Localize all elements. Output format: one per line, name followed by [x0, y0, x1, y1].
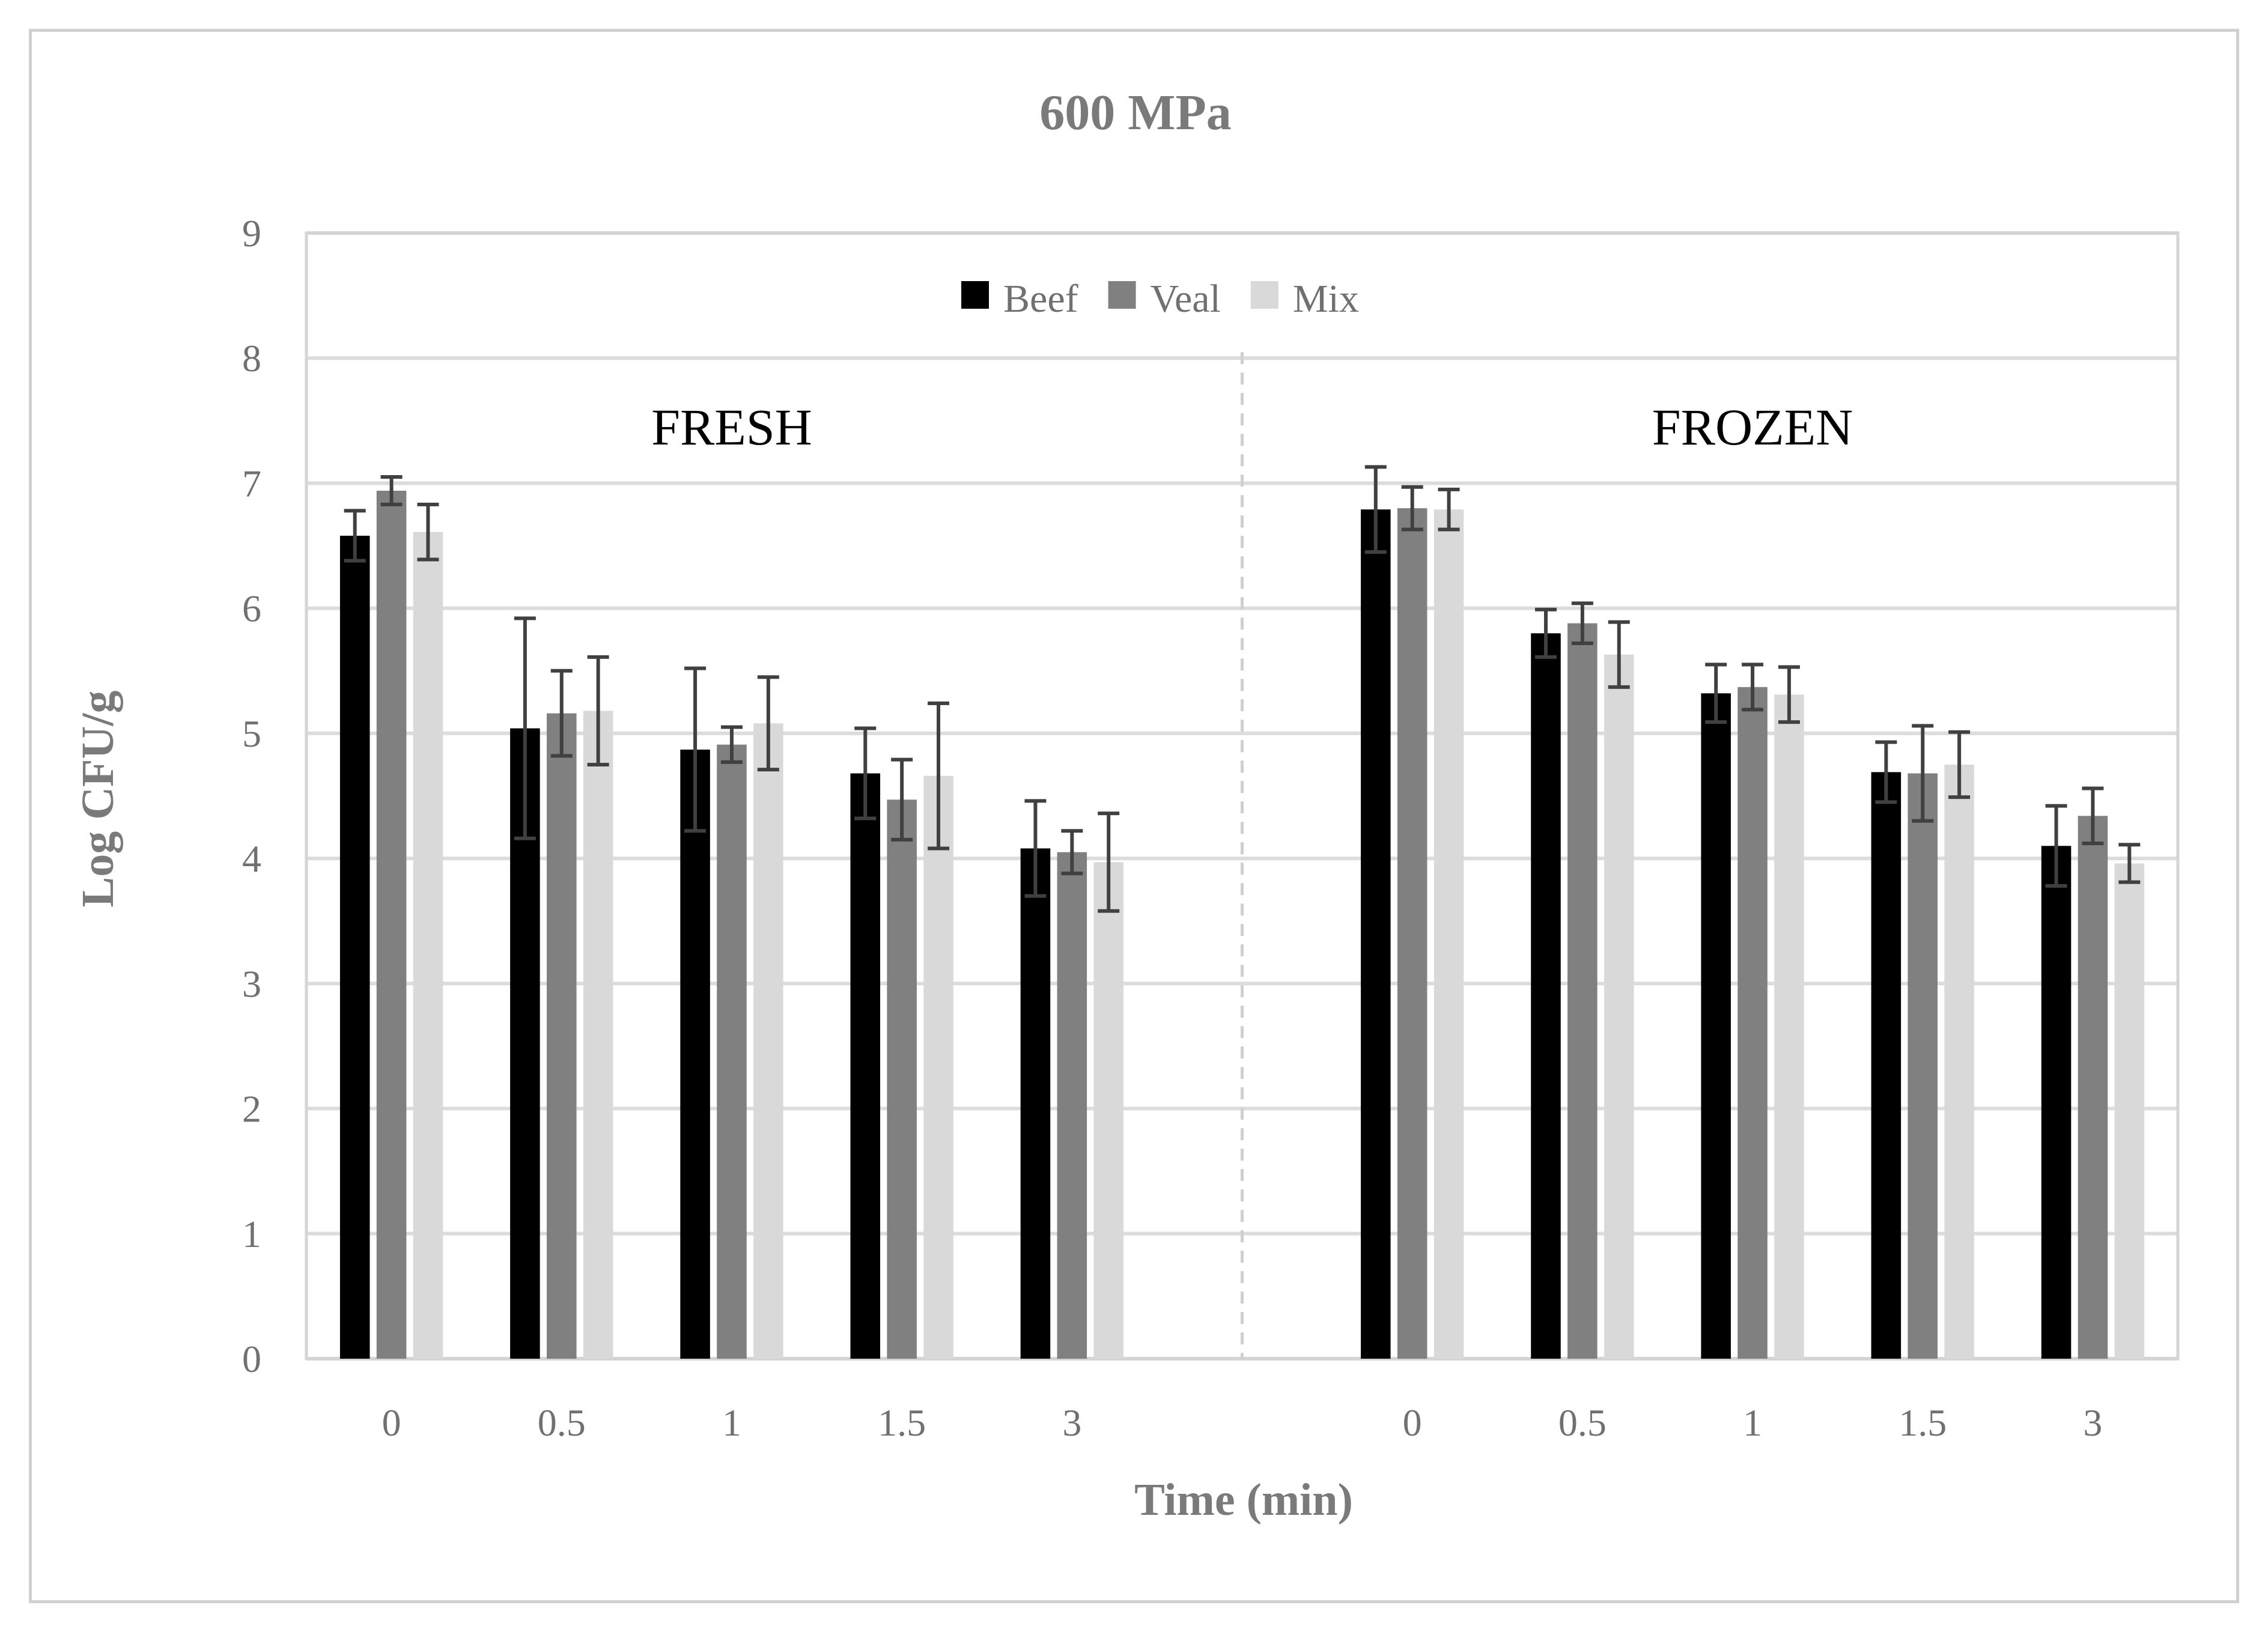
y-tick-label: 4 — [242, 837, 261, 880]
error-bar — [344, 509, 366, 563]
bar-fresh-veal — [546, 713, 577, 1359]
error-bar — [417, 502, 439, 562]
chart-title: 600 MPa — [1039, 85, 1232, 141]
bar-frozen-beef — [1701, 693, 1731, 1359]
group-label-fresh: FRESH — [651, 398, 812, 456]
bar-frozen-veal — [1737, 687, 1768, 1359]
bar-frozen-veal — [2078, 816, 2108, 1359]
legend: Beef Veal Mix — [961, 277, 1359, 321]
error-bar — [1742, 663, 1764, 712]
error-bar — [720, 725, 743, 764]
legend-item-mix: Mix — [1250, 277, 1359, 321]
x-tick-label: 0 — [382, 1401, 401, 1444]
x-tick-label: 1.5 — [1899, 1401, 1947, 1444]
error-bar — [1608, 620, 1630, 689]
x-tick-label: 0.5 — [538, 1401, 586, 1444]
error-bar — [757, 675, 779, 772]
legend-swatch-beef — [961, 281, 989, 309]
error-bar — [550, 669, 573, 758]
x-tick-label: 1 — [1743, 1401, 1762, 1444]
error-bar — [1778, 665, 1800, 724]
bar-fresh-veal — [887, 799, 917, 1359]
error-bar — [1438, 487, 1460, 532]
error-bar — [684, 666, 707, 833]
error-bar — [1364, 465, 1387, 554]
y-tick-label: 1 — [242, 1213, 261, 1255]
x-tick-label: 0.5 — [1558, 1401, 1607, 1444]
error-bar — [514, 616, 536, 840]
bar-fresh-mix — [1093, 862, 1123, 1359]
x-axis-title: Time (min) — [1134, 1475, 1353, 1525]
error-bar — [1061, 829, 1083, 876]
bar-frozen-beef — [1531, 633, 1561, 1359]
group-label-frozen: FROZEN — [1652, 398, 1853, 456]
x-tick-label: 0 — [1403, 1401, 1422, 1444]
bar-frozen-beef — [1871, 772, 1902, 1359]
error-bar — [2082, 786, 2104, 846]
y-tick-label: 5 — [242, 712, 261, 755]
legend-label-mix: Mix — [1293, 277, 1359, 321]
bar-fresh-beef — [680, 749, 710, 1359]
bar-fresh-mix — [923, 775, 953, 1359]
x-tick-label: 3 — [2083, 1401, 2102, 1444]
error-bar — [1948, 730, 1971, 799]
error-bar — [1098, 811, 1120, 913]
error-bar — [2118, 843, 2141, 884]
error-bar — [1875, 740, 1897, 804]
x-tick-label: 1.5 — [878, 1401, 926, 1444]
bar-frozen-mix — [1604, 654, 1634, 1359]
error-bar — [587, 655, 609, 766]
y-tick-labels: 0 1 2 3 4 5 6 7 8 9 — [242, 212, 261, 1380]
y-tick-label: 8 — [242, 337, 261, 380]
x-tick-label: 3 — [1062, 1401, 1081, 1444]
bar-fresh-beef — [850, 773, 881, 1359]
bar-frozen-mix — [2114, 863, 2145, 1359]
y-tick-label: 3 — [242, 962, 261, 1005]
plot-area — [339, 352, 2145, 1359]
legend-swatch-veal — [1108, 281, 1136, 309]
y-tick-label: 6 — [242, 587, 261, 630]
bar-fresh-mix — [753, 723, 783, 1359]
bar-frozen-veal — [1567, 623, 1598, 1359]
x-tick-label: 1 — [722, 1401, 741, 1444]
y-tick-label: 2 — [242, 1088, 261, 1130]
bar-frozen-beef — [1361, 509, 1391, 1359]
error-bar — [1705, 663, 1727, 724]
y-axis-title: Log CFU/g — [73, 691, 123, 908]
bar-frozen-mix — [1944, 764, 1974, 1359]
legend-label-veal: Veal — [1151, 277, 1221, 321]
bar-fresh-veal — [1057, 852, 1087, 1359]
bar-frozen-veal — [1908, 773, 1938, 1359]
error-bar — [1534, 607, 1557, 659]
error-bar — [1571, 601, 1593, 645]
legend-label-beef: Beef — [1003, 277, 1078, 321]
y-tick-label: 7 — [242, 462, 261, 505]
error-bar — [854, 726, 877, 821]
group-labels: FRESH FROZEN — [651, 398, 1853, 456]
legend-item-beef: Beef — [961, 277, 1078, 321]
bar-fresh-beef — [339, 535, 370, 1359]
bar-fresh-veal — [717, 744, 747, 1359]
error-bar — [380, 475, 403, 506]
error-bar — [928, 701, 950, 851]
error-bar — [1912, 724, 1934, 823]
error-bar — [1401, 485, 1423, 532]
bar-frozen-beef — [2041, 846, 2072, 1359]
bar-fresh-mix — [583, 711, 613, 1359]
error-bar — [2045, 804, 2067, 888]
error-bar — [1024, 799, 1047, 898]
y-tick-label: 9 — [242, 212, 261, 255]
bar-fresh-veal — [376, 490, 407, 1359]
legend-item-veal: Veal — [1108, 277, 1221, 321]
y-tick-label: 0 — [242, 1338, 261, 1380]
legend-swatch-mix — [1250, 281, 1278, 309]
bar-fresh-mix — [413, 532, 443, 1359]
bar-frozen-mix — [1433, 509, 1464, 1359]
bar-fresh-beef — [1020, 848, 1051, 1359]
bar-frozen-veal — [1397, 508, 1427, 1359]
error-bar — [891, 757, 913, 842]
bar-frozen-mix — [1774, 694, 1804, 1359]
x-tick-labels: 0 0.5 1 1.5 3 0 0.5 1 1.5 3 — [382, 1401, 2103, 1444]
